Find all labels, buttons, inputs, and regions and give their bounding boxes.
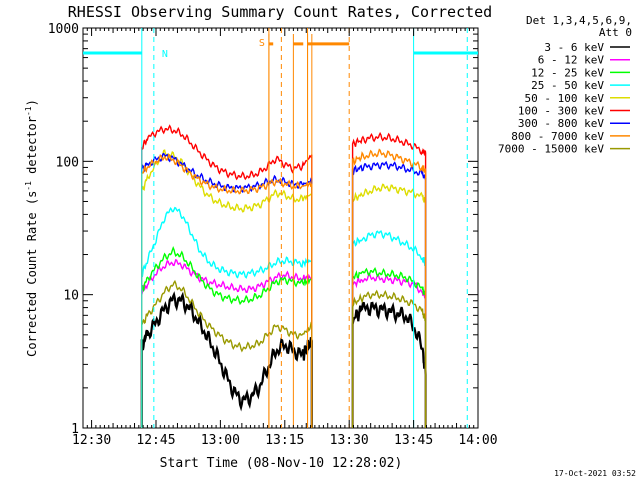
legend-header-line2: Att 0	[599, 26, 632, 39]
series-line-3-seg-0	[141, 206, 313, 428]
x-tick-label-4: 13:30	[330, 433, 369, 448]
series-line-2-seg-0	[141, 246, 313, 428]
x-axis: 12:30 12:45 13:00 13:15 13:30 13:45 14:00	[72, 28, 498, 448]
x-tick-label-0: 12:30	[72, 433, 111, 448]
x-tick-label-5: 13:45	[394, 433, 433, 448]
legend-entry-8: 7000 - 15000 keV	[498, 143, 604, 156]
series-line-5-seg-0	[141, 124, 313, 428]
chart-title: RHESSI Observing Summary Count Rates, Co…	[68, 3, 492, 21]
series-line-7-seg-0	[141, 153, 313, 428]
legend-entry-5: 100 - 300 keV	[518, 105, 604, 118]
y-tick-label-2: 100	[56, 155, 79, 170]
x-tick-label-3: 13:15	[265, 433, 304, 448]
series-line-1-seg-0	[141, 259, 313, 428]
x-axis-label: Start Time (08-Nov-10 12:28:02)	[160, 456, 403, 471]
legend-header-line1: Det 1,3,4,5,6,9,	[526, 14, 632, 27]
y-axis-label: Corrected Count Rate (s-1 detector-1)	[24, 99, 39, 357]
saa-label: S	[259, 38, 265, 49]
night-label: N	[162, 49, 168, 60]
legend-entry-7: 800 - 7000 keV	[511, 130, 604, 143]
legend-entry-6: 300 - 800 keV	[518, 117, 604, 130]
legend-entry-2: 12 - 25 keV	[531, 66, 604, 79]
series-line-7-seg-1	[351, 148, 427, 428]
series-line-0-seg-0	[140, 291, 313, 428]
series-line-2-seg-1	[351, 267, 427, 428]
x-tick-label-1: 12:45	[136, 433, 175, 448]
x-tick-label-2: 13:00	[201, 433, 240, 448]
series-line-8-seg-1	[351, 289, 427, 428]
legend-entry-1: 6 - 12 keV	[538, 54, 605, 67]
series-line-6-seg-1	[351, 160, 427, 428]
y-tick-label-3: 1000	[48, 22, 79, 37]
series-line-4-seg-1	[351, 183, 427, 428]
series-line-8-seg-0	[141, 279, 313, 428]
series-line-1-seg-1	[351, 272, 427, 428]
series-line-0-seg-1	[351, 301, 427, 428]
legend-entry-0: 3 - 6 keV	[544, 41, 604, 54]
y-tick-label-0: 1	[71, 422, 79, 437]
plot-area: NS	[82, 27, 479, 429]
legend-entry-3: 25 - 50 keV	[531, 79, 604, 92]
y-tick-label-1: 10	[63, 289, 79, 304]
x-tick-label-6: 14:00	[458, 433, 497, 448]
series-line-3-seg-1	[351, 230, 427, 428]
series-line-6-seg-0	[141, 152, 313, 428]
y-axis: 1 10 100 1000	[48, 22, 478, 437]
legend-entry-4: 50 - 100 keV	[525, 92, 605, 105]
footer-timestamp: 17-Oct-2021 03:52	[554, 469, 636, 478]
series-line-5-seg-1	[351, 131, 427, 428]
